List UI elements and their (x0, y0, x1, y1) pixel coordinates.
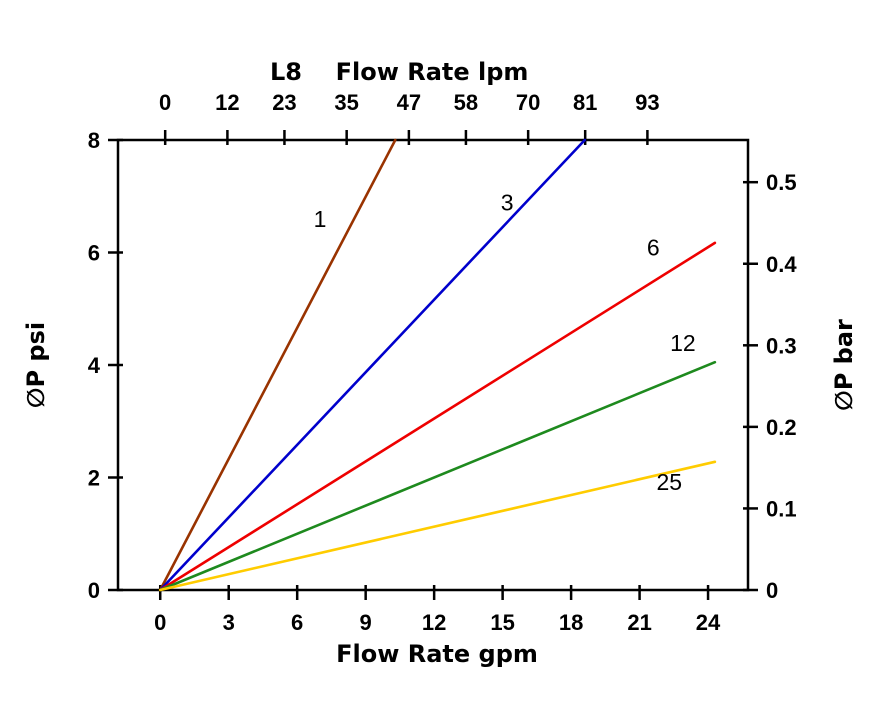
series-line-25 (158, 460, 717, 592)
plot-frame (116, 138, 750, 592)
x-top-tick-label: 12 (215, 90, 239, 115)
x-top-tick-label: 81 (573, 90, 597, 115)
series-label-3: 3 (501, 189, 514, 215)
x-bottom-tick-label: 3 (223, 610, 235, 635)
series-line-3 (158, 138, 587, 592)
series-line-6 (158, 241, 717, 592)
x-top-tick-label: 0 (159, 90, 171, 115)
x-bottom-tick-label: 6 (291, 610, 303, 635)
x-top-tick-label: 58 (454, 90, 478, 115)
series-label-1: 1 (314, 206, 327, 232)
left-axis-label: ∅P psi (22, 322, 50, 408)
chart-generated-content: 0 3 6 9 12 15 18 21 240 12 23 35 47 58 70 81 930246800.1… (88, 90, 798, 635)
right-axis-label: ∅P bar (830, 319, 858, 411)
y-left-tick-label: 4 (88, 353, 101, 378)
x-bottom-tick-label: 24 (696, 610, 721, 635)
y-left-tick-label: 2 (88, 466, 100, 491)
chart-title: L8 (270, 58, 302, 86)
top-axis-label: Flow Rate lpm (336, 58, 529, 86)
series-label-25: 25 (657, 469, 683, 495)
y-left-tick-label: 6 (88, 241, 100, 266)
x-top-tick-label: 35 (334, 90, 358, 115)
x-bottom-tick-label: 21 (627, 610, 651, 635)
x-bottom-tick-label: 18 (559, 610, 583, 635)
y-right-tick-label: 0.1 (766, 496, 797, 521)
x-top-tick-label: 47 (397, 90, 421, 115)
series-line-1 (158, 138, 397, 592)
y-right-tick-label: 0 (766, 578, 778, 603)
x-bottom-tick-label: 0 (154, 610, 166, 635)
x-top-tick-label: 93 (635, 90, 659, 115)
series-line-12 (158, 360, 717, 592)
y-left-tick-label: 0 (88, 578, 100, 603)
x-bottom-tick-label: 12 (422, 610, 446, 635)
y-right-tick-label: 0.4 (766, 252, 797, 277)
bottom-axis-label: Flow Rate gpm (336, 640, 538, 668)
x-bottom-tick-label: 9 (360, 610, 372, 635)
y-right-tick-label: 0.3 (766, 333, 797, 358)
x-top-tick-label: 70 (516, 90, 540, 115)
x-top-tick-label: 23 (272, 90, 296, 115)
x-bottom-tick-label: 15 (490, 610, 514, 635)
y-left-tick-label: 8 (88, 128, 100, 153)
y-right-tick-label: 0.5 (766, 170, 797, 195)
series-label-6: 6 (647, 234, 660, 260)
series-label-12: 12 (670, 330, 696, 356)
y-right-tick-label: 0.2 (766, 415, 797, 440)
